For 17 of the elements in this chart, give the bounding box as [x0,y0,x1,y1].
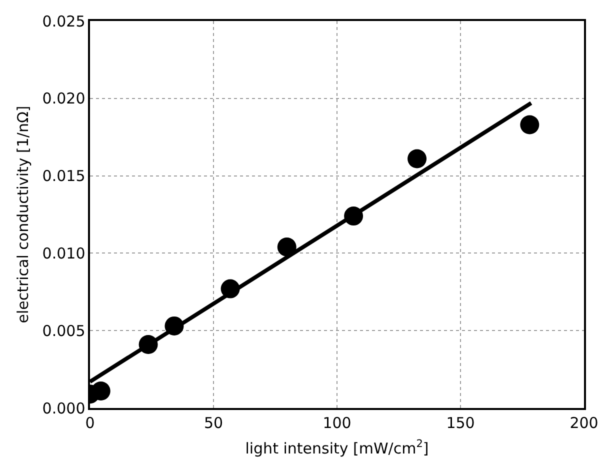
y-tick-label: 0.020 [42,90,86,108]
y-tick-label: 0.005 [42,322,86,340]
x-axis-title: light intensity [mW/cm$^{2}$] [245,438,429,458]
x-tick-label: 0 [85,414,95,432]
y-tick-label: 0.010 [42,244,86,262]
y-tick-label: 0.000 [42,399,86,418]
point [520,115,540,134]
y-tick-label: 0.025 [42,12,86,30]
point [91,381,110,400]
point [408,149,427,168]
x-tick-label: 100 [322,414,352,432]
x-tick-label: 50 [204,414,224,432]
x-tick-label: 150 [446,414,475,432]
point [277,238,296,256]
y-tick-label: 0.015 [42,167,86,186]
x-tick-label: 200 [570,414,598,432]
y-axis-title: electrical conductivity [1/nΩ] [14,106,32,324]
